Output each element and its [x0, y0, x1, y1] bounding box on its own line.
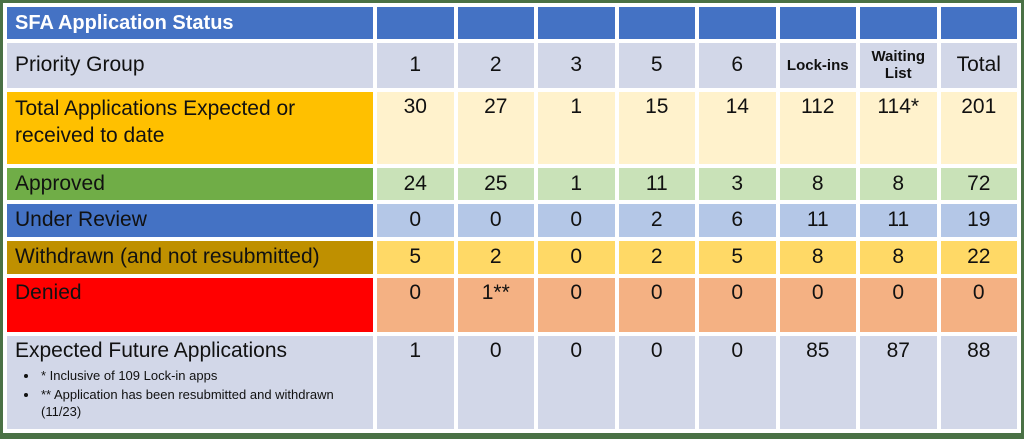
value-cell-withdrawn-2: 0 [538, 240, 615, 274]
table-row-total-applications: Total Applications Expected or received … [7, 91, 1017, 165]
value-cell-withdrawn-0: 5 [377, 240, 454, 274]
value-cell-under-review-1: 0 [457, 204, 534, 237]
value-cell-under-review-5: 11 [779, 204, 856, 237]
value-cell-under-review-6: 11 [860, 204, 937, 237]
value-cell-withdrawn-6: 8 [860, 240, 937, 274]
value-cell-withdrawn-4: 5 [699, 240, 776, 274]
column-header-cell: Lock-ins [779, 43, 856, 88]
value-cell-under-review-4: 6 [699, 204, 776, 237]
header-empty-cell [779, 7, 856, 40]
header-empty-cell [699, 7, 776, 40]
column-header-cell: 2 [457, 43, 534, 88]
column-header-cell: Waiting List [860, 43, 937, 88]
footnote-item: * Inclusive of 109 Lock-in apps [39, 368, 365, 385]
table-row-under-review: Under Review 0 0 0 2 6 11 11 19 [7, 204, 1017, 237]
header-empty-cell [377, 7, 454, 40]
value-cell-expected-future-5: 85 [779, 336, 856, 429]
value-cell-denied-7: 0 [940, 277, 1017, 333]
value-cell-expected-future-3: 0 [618, 336, 695, 429]
value-cell-expected-future-6: 87 [860, 336, 937, 429]
header-empty-cell [940, 7, 1017, 40]
value-cell-withdrawn-3: 2 [618, 240, 695, 274]
row-label-total-applications: Total Applications Expected or received … [7, 91, 373, 165]
table-row-withdrawn: Withdrawn (and not resubmitted) 5 2 0 2 5 8 8 22 [7, 240, 1017, 274]
value-cell-approved-2: 1 [538, 168, 615, 201]
value-cell-withdrawn-7: 22 [940, 240, 1017, 274]
value-cell-under-review-2: 0 [538, 204, 615, 237]
value-cell-denied-2: 0 [538, 277, 615, 333]
value-cell-approved-6: 8 [860, 168, 937, 201]
value-cell-approved-0: 24 [377, 168, 454, 201]
value-cell-under-review-7: 19 [940, 204, 1017, 237]
value-cell-denied-6: 0 [860, 277, 937, 333]
value-cell-total-applications-0: 30 [377, 91, 454, 165]
footnote-item: ** Application has been resubmitted and … [39, 387, 365, 421]
row-label-expected-future: Expected Future Applications * Inclusive … [7, 336, 373, 429]
value-cell-denied-0: 0 [377, 277, 454, 333]
value-cell-expected-future-4: 0 [699, 336, 776, 429]
value-cell-approved-5: 8 [779, 168, 856, 201]
row-label-approved: Approved [7, 168, 373, 201]
table-row-denied: Denied 0 1** 0 0 0 0 0 0 [7, 277, 1017, 333]
table-row-expected-future: Expected Future Applications * Inclusive … [7, 336, 1017, 429]
table-row-approved: Approved 24 25 1 11 3 8 8 72 [7, 168, 1017, 201]
column-header-cell: 3 [538, 43, 615, 88]
column-header-cell: 5 [618, 43, 695, 88]
row-label-denied: Denied [7, 277, 373, 333]
value-cell-total-applications-7: 201 [940, 91, 1017, 165]
header-empty-cell [457, 7, 534, 40]
value-cell-total-applications-4: 14 [699, 91, 776, 165]
value-cell-total-applications-5: 112 [779, 91, 856, 165]
value-cell-approved-1: 25 [457, 168, 534, 201]
sfa-status-table: SFA Application Status Priority Group 1 2 3 5… [3, 3, 1021, 433]
value-cell-withdrawn-1: 2 [457, 240, 534, 274]
value-cell-under-review-3: 2 [618, 204, 695, 237]
value-cell-denied-4: 0 [699, 277, 776, 333]
column-header-label: Priority Group [7, 43, 373, 88]
header-empty-cell [538, 7, 615, 40]
value-cell-total-applications-3: 15 [618, 91, 695, 165]
column-header-cell: 6 [699, 43, 776, 88]
value-cell-expected-future-1: 0 [457, 336, 534, 429]
header-row: SFA Application Status [7, 7, 1017, 40]
row-label-text: Expected Future Applications [15, 339, 287, 363]
row-label-withdrawn: Withdrawn (and not resubmitted) [7, 240, 373, 274]
value-cell-denied-1: 1** [457, 277, 534, 333]
header-empty-cell [860, 7, 937, 40]
value-cell-withdrawn-5: 8 [779, 240, 856, 274]
column-header-cell: 1 [377, 43, 454, 88]
value-cell-expected-future-0: 1 [377, 336, 454, 429]
value-cell-approved-4: 3 [699, 168, 776, 201]
value-cell-denied-5: 0 [779, 277, 856, 333]
footnotes-list: * Inclusive of 109 Lock-in apps ** Applic… [19, 368, 365, 421]
header-empty-cell [618, 7, 695, 40]
value-cell-total-applications-2: 1 [538, 91, 615, 165]
value-cell-total-applications-6: 114* [860, 91, 937, 165]
value-cell-under-review-0: 0 [377, 204, 454, 237]
page-title: SFA Application Status [7, 7, 373, 40]
column-header-cell: Total [940, 43, 1017, 88]
value-cell-expected-future-2: 0 [538, 336, 615, 429]
value-cell-approved-7: 72 [940, 168, 1017, 201]
value-cell-approved-3: 11 [618, 168, 695, 201]
value-cell-total-applications-1: 27 [457, 91, 534, 165]
value-cell-denied-3: 0 [618, 277, 695, 333]
value-cell-expected-future-7: 88 [940, 336, 1017, 429]
column-header-row: Priority Group 1 2 3 5 6 Lock-ins Waiting List T… [7, 43, 1017, 88]
row-label-under-review: Under Review [7, 204, 373, 237]
